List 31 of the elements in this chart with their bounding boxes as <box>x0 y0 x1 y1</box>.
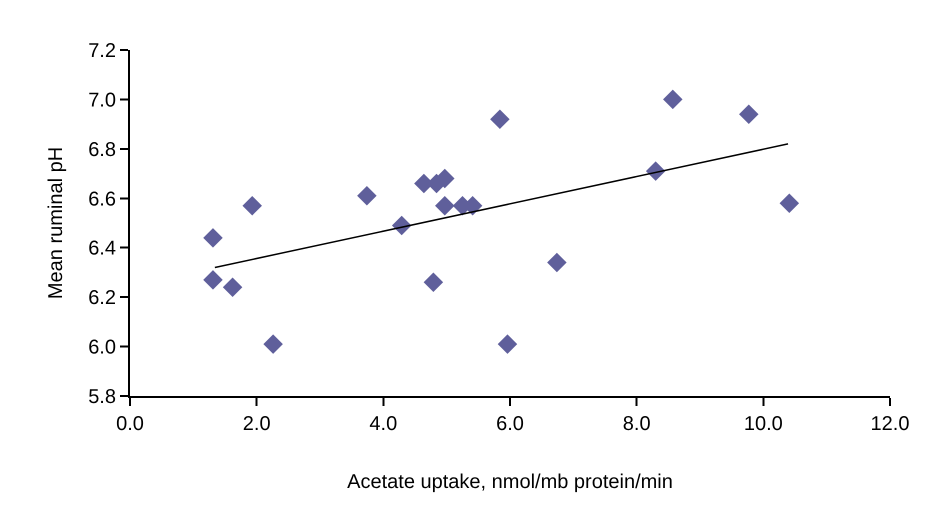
point <box>498 334 518 354</box>
y-axis-title: Mean ruminal pH <box>45 146 68 300</box>
y-tick-label: 5.8 <box>88 386 116 408</box>
x-tick-label: 4.0 <box>369 413 398 435</box>
y-tick-label: 6.2 <box>88 287 116 310</box>
x-tick-label: 2.0 <box>242 413 271 435</box>
x-tick-label: 0.0 <box>116 413 144 435</box>
x-tick-label: 12.0 <box>870 413 910 435</box>
x-tick-label: 10.0 <box>744 413 783 435</box>
point <box>663 90 683 110</box>
point <box>222 278 242 298</box>
point <box>263 334 283 354</box>
point <box>780 193 800 213</box>
point <box>203 228 223 248</box>
y-tick-label: 7.2 <box>88 40 116 62</box>
point <box>242 196 262 216</box>
point <box>739 104 759 124</box>
point <box>547 252 567 272</box>
x-tick-label: 6.0 <box>496 413 524 435</box>
point <box>203 270 223 290</box>
y-tick-label: 7.0 <box>88 89 116 112</box>
x-tick-label: 8.0 <box>622 413 651 435</box>
point <box>424 272 444 292</box>
point <box>357 186 377 206</box>
x-axis-title: Acetate uptake, nmol/mb protein/min <box>347 471 673 493</box>
y-tick-label: 6.0 <box>88 336 116 359</box>
y-tick-label: 6.8 <box>88 138 116 161</box>
point <box>435 196 455 216</box>
y-tick-label: 6.6 <box>88 188 116 210</box>
y-tick-label: 6.4 <box>88 238 116 260</box>
point <box>490 109 510 129</box>
